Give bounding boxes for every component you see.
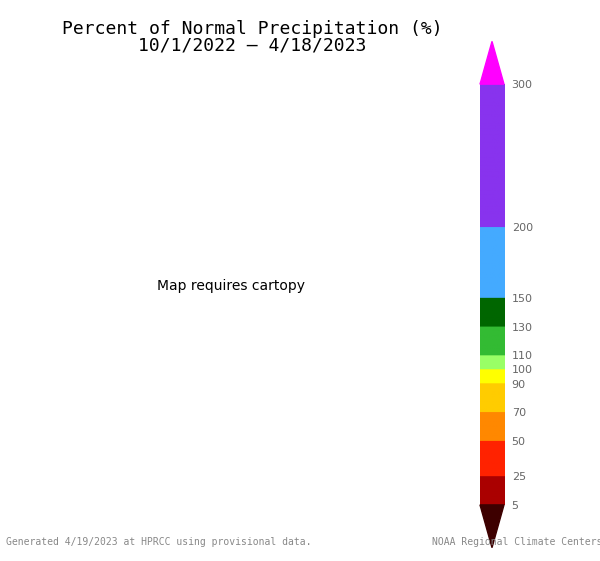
Text: 10/1/2022 – 4/18/2023: 10/1/2022 – 4/18/2023	[138, 36, 366, 54]
Text: Percent of Normal Precipitation (%): Percent of Normal Precipitation (%)	[62, 20, 442, 38]
Text: Map requires cartopy: Map requires cartopy	[157, 279, 305, 293]
Text: Generated 4/19/2023 at HPRCC using provisional data.: Generated 4/19/2023 at HPRCC using provi…	[6, 537, 311, 547]
Polygon shape	[480, 505, 504, 548]
Text: NOAA Regional Climate Centers: NOAA Regional Climate Centers	[432, 537, 600, 547]
Polygon shape	[480, 42, 504, 84]
